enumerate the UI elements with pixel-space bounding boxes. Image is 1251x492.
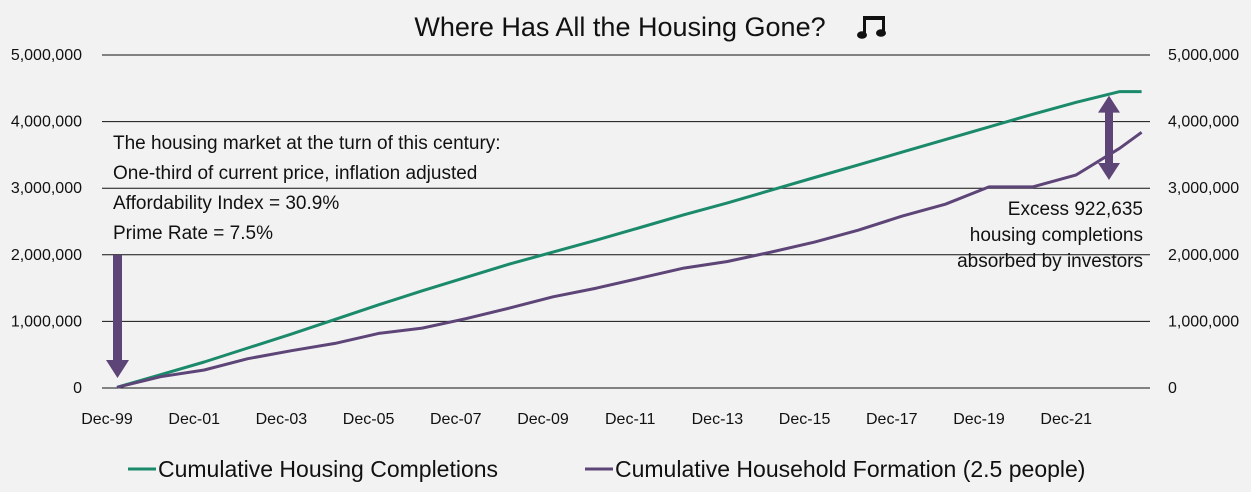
annotation-left: The housing market at the turn of this c… bbox=[113, 133, 501, 244]
x-tick-label: Dec-07 bbox=[430, 411, 482, 428]
x-tick-label: Dec-13 bbox=[692, 411, 744, 428]
arrow-down-shaft bbox=[113, 255, 122, 362]
grid-lines bbox=[102, 54, 1150, 389]
x-tick-label: Dec-17 bbox=[866, 411, 918, 428]
y-tick-label-left: 0 bbox=[73, 380, 82, 397]
y-axis-left: 0 1,000,000 2,000,000 3,000,000 4,000,000 5,0… bbox=[11, 47, 82, 397]
x-tick-label: Dec-21 bbox=[1040, 411, 1092, 428]
y-axis-right: 0 1,000,000 2,000,000 3,000,000 4,000,000 5,0… bbox=[1168, 47, 1239, 397]
annotation-right-line: absorbed by investors bbox=[957, 251, 1143, 272]
y-tick-label-left: 4,000,000 bbox=[11, 114, 82, 131]
series-lines bbox=[116, 90, 1143, 389]
y-tick-label-left: 3,000,000 bbox=[11, 180, 82, 197]
y-tick-label-right: 1,000,000 bbox=[1168, 313, 1239, 330]
y-tick-label-left: 1,000,000 bbox=[11, 313, 82, 330]
music-notes-icon bbox=[857, 16, 886, 39]
x-tick-label: Dec-99 bbox=[81, 411, 133, 428]
x-tick-label: Dec-03 bbox=[256, 411, 308, 428]
y-tick-label-left: 2,000,000 bbox=[11, 247, 82, 264]
x-axis: Dec-99 Dec-01 Dec-03 Dec-05 Dec-07 Dec-09 Dec-… bbox=[81, 411, 1092, 428]
y-tick-label-left: 5,000,000 bbox=[11, 47, 82, 64]
annotation-right-line: Excess 922,635 bbox=[1008, 199, 1143, 220]
y-tick-label-right: 3,000,000 bbox=[1168, 180, 1239, 197]
legend-label: Cumulative Household Formation (2.5 peop… bbox=[615, 456, 1085, 482]
legend-label: Cumulative Housing Completions bbox=[158, 456, 498, 482]
annotation-right-line: housing completions bbox=[970, 225, 1143, 246]
series-line-household-formation bbox=[116, 131, 1143, 389]
x-tick-label: Dec-01 bbox=[168, 411, 220, 428]
x-tick-label: Dec-05 bbox=[343, 411, 395, 428]
y-tick-label-right: 5,000,000 bbox=[1168, 47, 1239, 64]
legend: Cumulative Housing Completions Cumulative… bbox=[128, 456, 1085, 482]
arrow-down-head bbox=[106, 360, 129, 378]
x-tick-label: Dec-15 bbox=[779, 411, 831, 428]
arrow-excess-head-down bbox=[1098, 163, 1120, 180]
y-tick-label-right: 2,000,000 bbox=[1168, 247, 1239, 264]
arrow-excess-shaft bbox=[1105, 111, 1113, 164]
annotation-left-line: One-third of current price, inflation ad… bbox=[113, 163, 477, 184]
annotation-left-line: Prime Rate = 7.5% bbox=[113, 223, 273, 244]
annotation-arrows bbox=[106, 95, 1120, 378]
chart-title: Where Has All the Housing Gone? bbox=[414, 12, 825, 42]
series-line-housing-completions bbox=[116, 90, 1142, 389]
annotation-right: Excess 922,635 housing completions absorbe… bbox=[957, 199, 1143, 272]
x-tick-label: Dec-19 bbox=[953, 411, 1005, 428]
y-tick-label-right: 0 bbox=[1168, 380, 1177, 397]
arrow-excess-head-up bbox=[1098, 95, 1120, 113]
annotation-left-line: Affordability Index = 30.9% bbox=[113, 193, 339, 214]
y-tick-label-right: 4,000,000 bbox=[1168, 114, 1239, 131]
x-tick-label: Dec-11 bbox=[605, 411, 655, 428]
annotation-left-line: The housing market at the turn of this c… bbox=[113, 133, 501, 154]
x-tick-label: Dec-09 bbox=[517, 411, 569, 428]
